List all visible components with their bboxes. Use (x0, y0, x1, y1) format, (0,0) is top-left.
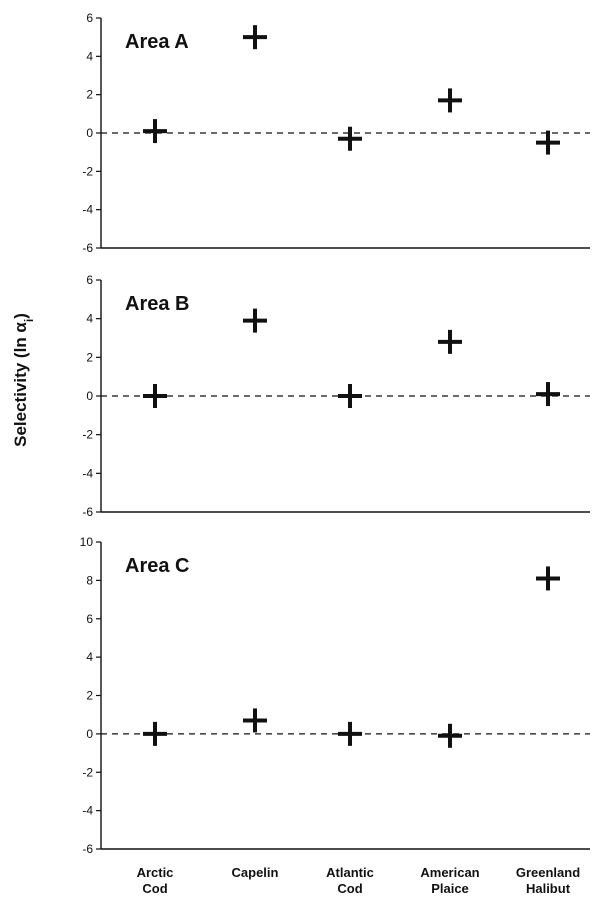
panel-area-c: 10 8 6 4 2 0 -2 -4 -6 Area C (80, 535, 590, 856)
y-tick-label: 4 (86, 312, 93, 326)
y-tick-label: 0 (86, 389, 93, 403)
data-point-atlantic-cod (338, 721, 362, 746)
panel-title: Area C (125, 555, 189, 577)
data-point-capelin (243, 308, 267, 333)
x-tick-label: Capelin (232, 865, 279, 880)
y-tick-label: -4 (82, 203, 93, 217)
y-tick-label: -6 (82, 842, 93, 856)
y-tick-label: 4 (86, 650, 93, 664)
y-tick-label: -6 (82, 505, 93, 519)
y-tick-label: -6 (82, 241, 93, 255)
y-tick-label: 2 (86, 689, 93, 703)
x-tick-label: American Plaice (420, 865, 479, 896)
y-tick-label: 6 (86, 11, 93, 25)
data-point-greenland-halibut (536, 130, 560, 155)
x-tick-label: Arctic Cod (137, 865, 174, 896)
y-tick-label: 2 (86, 88, 93, 102)
y-tick-label: 8 (86, 573, 93, 587)
panels-group: 6 4 2 0 -2 -4 -6 Area A 6 4 2 0 -2 -4 -6 Area B 10 8 6 4 2 0 -… (80, 11, 590, 856)
y-tick-label: 2 (86, 350, 93, 364)
data-point-capelin (243, 25, 267, 50)
data-point-american-plaice (438, 329, 462, 354)
y-axis-label: Selectivity (ln αi) (11, 313, 36, 447)
y-tick-label: -2 (82, 765, 93, 779)
panel-title: Area B (125, 293, 189, 315)
data-point-greenland-halibut (536, 566, 560, 591)
y-tick-label: 0 (86, 727, 93, 741)
data-point-arctic-cod (143, 384, 167, 408)
x-axis-labels: Arctic Cod Capelin Atlantic Cod American Plaic… (137, 865, 581, 896)
data-point-atlantic-cod (338, 384, 362, 408)
y-tick-label: -2 (82, 164, 93, 178)
data-point-greenland-halibut (536, 382, 560, 407)
data-point-american-plaice (438, 723, 462, 748)
data-point-american-plaice (438, 88, 462, 113)
panel-area-a: 6 4 2 0 -2 -4 -6 Area A (82, 11, 590, 255)
y-tick-label: -4 (82, 804, 93, 818)
y-tick-label: 6 (86, 612, 93, 626)
data-point-capelin (243, 708, 267, 733)
panel-title: Area A (125, 31, 189, 53)
y-tick-label: -4 (82, 466, 93, 480)
data-point-arctic-cod (143, 721, 167, 746)
data-point-atlantic-cod (338, 126, 362, 151)
panel-area-b: 6 4 2 0 -2 -4 -6 Area B (82, 273, 590, 519)
data-point-arctic-cod (143, 119, 167, 144)
y-tick-label: 6 (86, 273, 93, 287)
y-tick-label: 0 (86, 126, 93, 140)
x-tick-label: Greenland Halibut (516, 865, 580, 896)
y-tick-label: -2 (82, 428, 93, 442)
y-tick-label: 10 (80, 535, 94, 549)
x-tick-label: Atlantic Cod (326, 865, 374, 896)
y-tick-label: 4 (86, 49, 93, 63)
